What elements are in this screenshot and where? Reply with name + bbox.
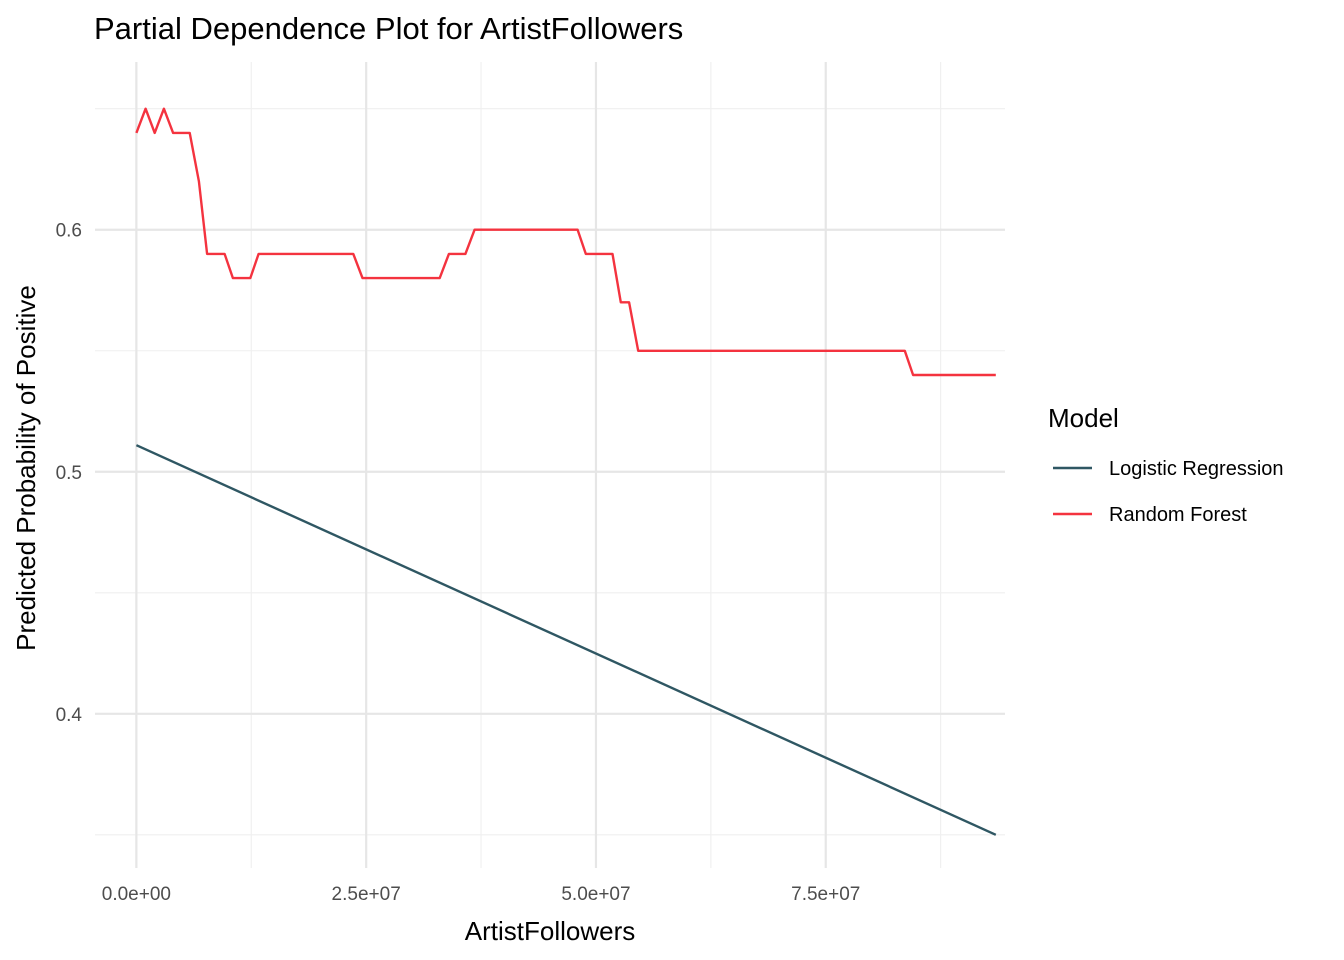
legend-label: Random Forest [1109, 504, 1247, 526]
series-lines [135, 107, 997, 836]
x-tick-label: 7.5e+07 [791, 884, 860, 905]
x-tick-label: 2.5e+07 [332, 884, 401, 905]
plot-panel [95, 62, 1005, 868]
x-axis-title: ArtistFollowers [465, 916, 635, 946]
chart-title: Partial Dependence Plot for ArtistFollow… [94, 11, 683, 46]
x-axis-tick-labels: 0.0e+00 2.5e+07 5.0e+07 7.5e+07 [102, 884, 861, 905]
y-tick-label: 0.5 [56, 463, 82, 484]
minor-gridlines [95, 62, 1005, 868]
series-line-1 [135, 107, 996, 377]
legend-title: Model [1048, 403, 1119, 433]
major-gridlines [95, 62, 1005, 868]
y-axis-title: Predicted Probability of Positive [11, 285, 41, 651]
series-line-0 [135, 444, 997, 836]
legend: Model Logistic Regression Random Forest [1048, 403, 1284, 526]
x-tick-label: 0.0e+00 [102, 884, 171, 905]
y-tick-label: 0.4 [56, 705, 83, 726]
x-tick-label: 5.0e+07 [561, 884, 630, 905]
legend-items: Logistic Regression Random Forest [1053, 458, 1284, 526]
y-tick-label: 0.6 [56, 221, 82, 242]
y-axis-tick-labels: 0.4 0.5 0.6 [56, 221, 83, 726]
legend-label: Logistic Regression [1109, 458, 1284, 480]
